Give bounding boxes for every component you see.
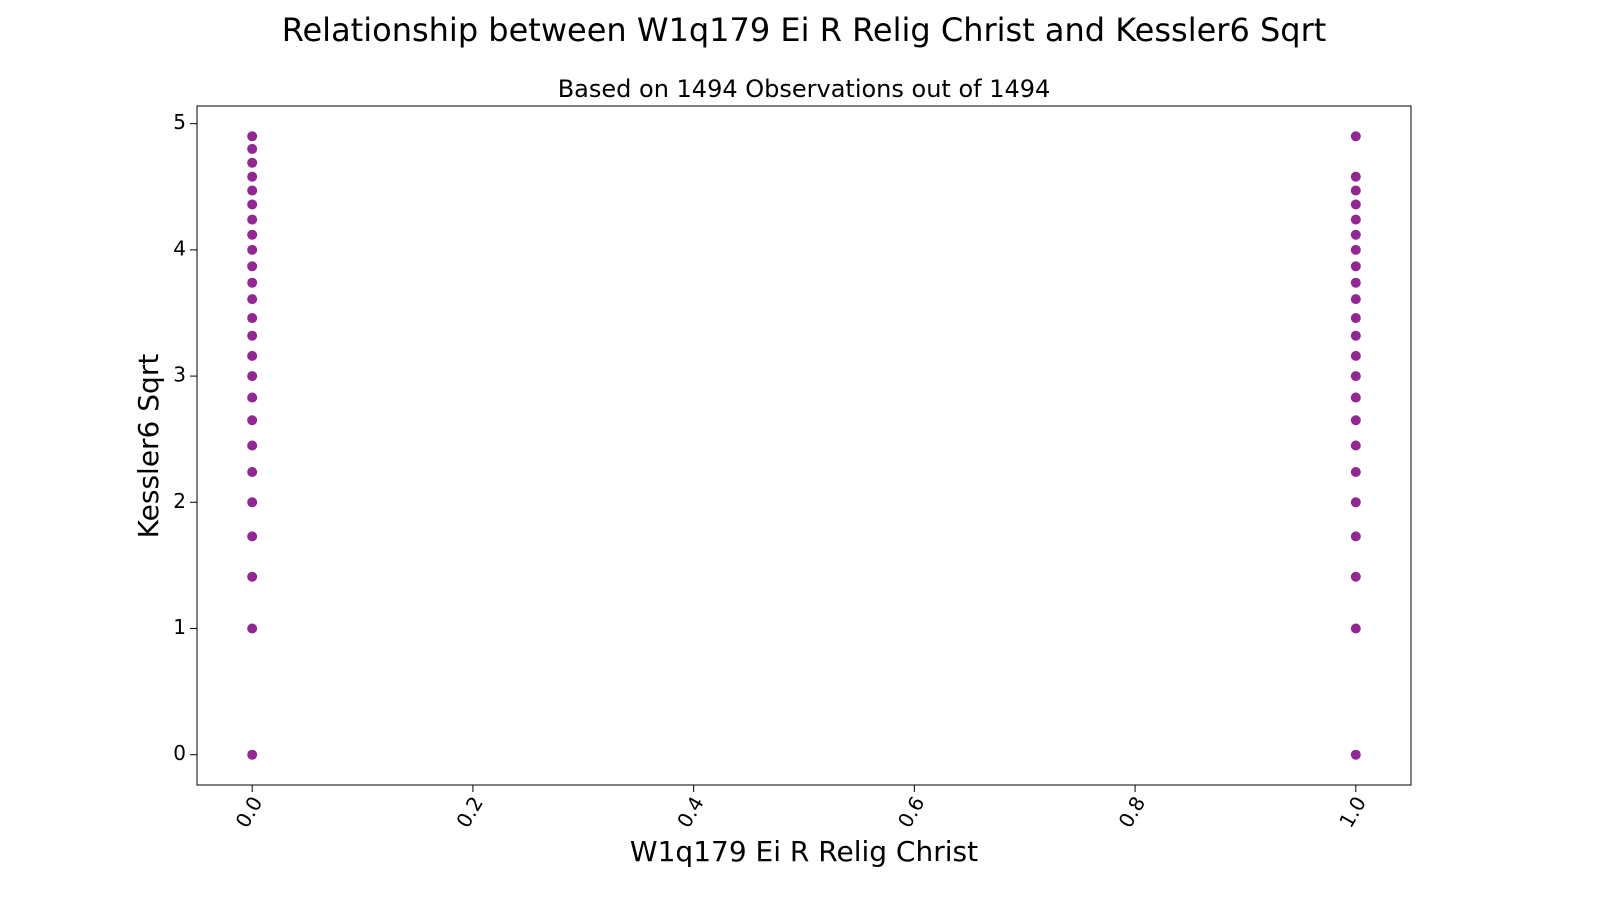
data-point [1350,131,1361,142]
data-point [247,261,258,272]
data-point [1350,229,1361,240]
data-point [247,467,258,478]
data-point [1350,261,1361,272]
data-point [1350,330,1361,341]
data-point [247,229,258,240]
data-point [1350,571,1361,582]
data-point [1350,277,1361,288]
data-point [247,131,258,142]
data-point [247,214,258,225]
data-point [247,199,258,210]
data-point [247,313,258,324]
data-point [1350,371,1361,382]
data-point [247,157,258,168]
data-point [1350,749,1361,760]
data-point [247,171,258,182]
x-tick-label: 0.6 [893,792,930,832]
y-axis-label: Kessler6 Sqrt [132,354,165,539]
data-point [1350,185,1361,196]
data-point [1350,350,1361,361]
y-tick-label: 1 [173,615,186,639]
data-point [1350,415,1361,426]
data-point [247,371,258,382]
data-point [1350,440,1361,451]
x-tick-label: 0.2 [451,792,488,832]
data-point [247,749,258,760]
data-point [1350,313,1361,324]
data-point [247,330,258,341]
data-point [1350,623,1361,634]
chart-title: Relationship between W1q179 Ei R Relig C… [282,11,1327,49]
data-point [247,392,258,403]
data-point [1350,171,1361,182]
data-point [1350,497,1361,508]
data-point [247,440,258,451]
data-point [247,277,258,288]
x-tick-label: 0.4 [672,792,709,832]
data-point [247,623,258,634]
data-point [247,244,258,255]
y-tick-label: 0 [173,741,186,765]
data-point [1350,294,1361,305]
data-point [247,571,258,582]
data-point [247,531,258,542]
y-tick-label: 3 [173,363,186,387]
data-point [1350,392,1361,403]
chart-subtitle: Based on 1494 Observations out of 1494 [558,75,1051,103]
x-tick-label: 1.0 [1334,792,1371,832]
data-point [247,497,258,508]
y-tick-label: 5 [173,110,186,134]
plot-frame [196,105,1412,786]
data-point [247,143,258,154]
y-tick-label: 4 [173,236,186,260]
x-axis-label: W1q179 Ei R Relig Christ [630,835,978,868]
data-point [1350,214,1361,225]
data-point [247,415,258,426]
data-point [1350,467,1361,478]
data-point [247,294,258,305]
x-tick-label: 0.0 [231,792,268,832]
data-point [1350,199,1361,210]
x-tick-label: 0.8 [1113,792,1150,832]
y-tick-label: 2 [173,489,186,513]
data-point [1350,531,1361,542]
data-point [1350,244,1361,255]
data-point [247,185,258,196]
data-point [247,350,258,361]
